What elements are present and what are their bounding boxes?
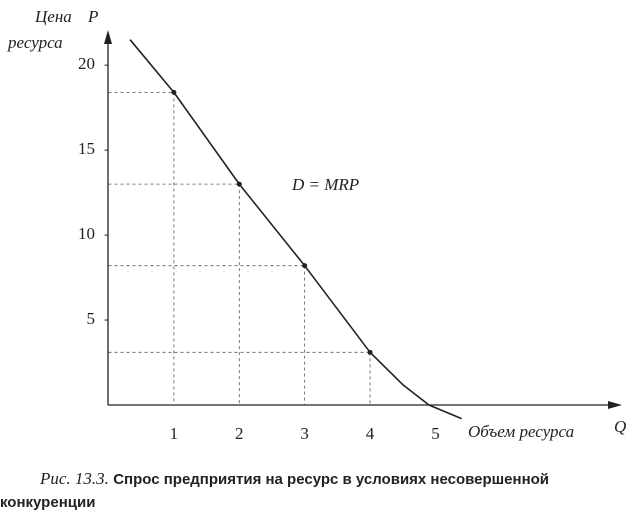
y-arrow (104, 30, 112, 44)
y-tick-label: 5 (87, 309, 96, 328)
y-tick-label: 10 (78, 224, 95, 243)
y-label-line: ресурса (7, 33, 63, 52)
x-label: Объем ресурса (468, 422, 574, 441)
caption-label: Рис. 13.3. (40, 469, 109, 488)
x-tick-label: 2 (235, 424, 244, 443)
x-symbol: Q (614, 417, 626, 436)
demand-curve (129, 39, 462, 420)
x-tick-label: 4 (366, 424, 375, 443)
point (367, 349, 373, 355)
y-symbol: P (87, 7, 98, 26)
point (302, 263, 308, 269)
annotation: D = MRP (291, 175, 359, 194)
y-label-line: Цена (34, 7, 72, 26)
point (236, 181, 242, 187)
x-tick-label: 3 (300, 424, 309, 443)
caption: Рис. 13.3. Спрос предприятия на ресурс в… (0, 468, 625, 514)
caption-text: Спрос предприятия на ресурс в условиях н… (0, 471, 550, 511)
y-tick-label: 20 (78, 54, 95, 73)
chart: Цена ресурса P Объем ресурса Q D = MRP 5… (7, 7, 626, 443)
x-arrow (608, 401, 622, 409)
point (171, 89, 177, 95)
x-tick-label: 5 (431, 424, 440, 443)
y-tick-label: 15 (78, 139, 95, 158)
x-tick-label: 1 (170, 424, 179, 443)
